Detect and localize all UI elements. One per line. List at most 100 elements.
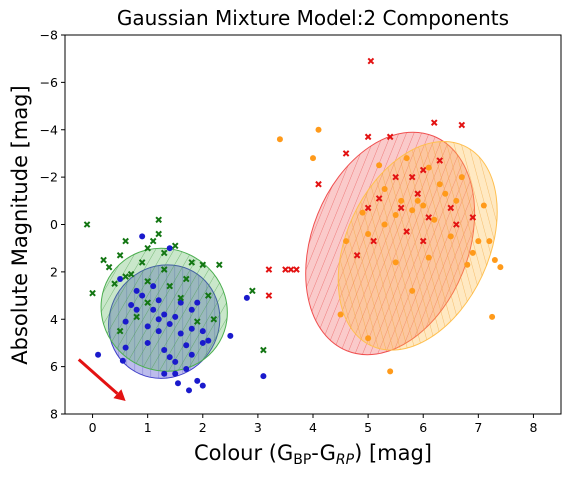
data-point [420,202,427,209]
data-point [155,216,162,224]
data-point [122,318,129,325]
data-point [172,358,179,365]
data-point [376,162,383,169]
data-point [408,173,416,181]
y-tick-label: −8 [40,28,58,43]
data-point [89,289,96,297]
x-tick-label: 6 [419,420,427,435]
data-point [161,311,168,318]
x-label-main: Colour (G [194,441,293,465]
data-point [365,335,372,342]
data-point [177,330,184,337]
data-point [166,354,173,361]
data-point [122,273,129,280]
y-axis-ticks: −8 −6 −4 −2 0 2 4 6 8 [40,28,65,422]
data-point [293,266,300,273]
x-tick-label: 8 [529,420,537,435]
data-point [194,377,201,384]
data-point [188,351,195,358]
data-point [403,155,410,162]
data-point [199,328,206,335]
data-point [447,233,454,240]
data-point [491,257,498,264]
data-point [409,207,416,214]
data-point [160,249,168,257]
x-tick-label: 3 [254,420,262,435]
data-point [155,316,162,323]
y-tick-label: −4 [40,122,58,137]
x-label-mid: -G [311,441,336,465]
data-point [105,263,113,271]
data-point [183,342,190,349]
data-point [172,370,179,377]
data-point [353,251,361,259]
red-arrow [77,358,126,401]
data-point [150,306,157,313]
y-axis-label: Absolute Magnitude [mag] [8,85,32,364]
gmm-ellipse-hatch [101,248,228,372]
data-point [95,351,102,358]
data-point [171,242,179,250]
data-point [122,344,129,351]
data-point [205,337,212,344]
gmm-ellipse-hatch [338,141,498,351]
data-point [83,221,91,228]
data-point [469,214,477,221]
data-point [249,287,256,295]
data-point [486,238,493,245]
data-point [166,282,174,290]
data-point [260,373,267,380]
data-point [392,212,399,219]
x-tick-label: 7 [474,420,482,435]
data-point [182,275,190,283]
data-point [166,245,173,252]
data-point [188,259,196,266]
data-point [364,204,372,212]
x-tick-label: 4 [309,420,317,435]
data-point [265,266,273,273]
data-point [116,251,124,259]
data-point [458,174,465,181]
data-point [166,320,173,327]
data-point [397,204,405,212]
data-point [204,292,212,299]
data-point [139,233,146,240]
data-point [210,315,218,323]
data-point [436,181,443,188]
x-tick-label: 5 [364,420,372,435]
data-point [409,287,416,294]
data-point [398,197,405,204]
data-point [315,126,322,133]
data-point [149,237,157,245]
data-point [425,254,432,261]
x-label-sub-bp: BP [293,452,311,468]
data-point [155,297,162,304]
data-point [227,332,234,339]
data-point [260,346,267,354]
data-point [436,157,444,164]
data-point [144,323,151,330]
data-point [364,133,372,141]
y-tick-label: 6 [50,359,58,374]
data-point [183,365,190,372]
data-point [188,325,195,332]
x-tick-label: 0 [89,420,97,435]
data-point [375,195,383,202]
data-point [447,204,455,212]
data-point [139,292,146,299]
data-point [381,221,388,228]
data-point [370,237,377,245]
data-point [342,150,350,157]
data-point [425,214,433,221]
data-point [419,166,427,174]
x-tick-label: 2 [199,420,207,435]
data-point [343,238,350,245]
data-point [287,266,295,273]
data-point [133,313,140,321]
data-point [186,387,192,394]
data-point [310,155,316,162]
data-point [160,266,168,273]
x-axis-ticks: 0 1 2 3 4 5 6 7 8 [89,414,537,435]
data-point [337,311,344,318]
